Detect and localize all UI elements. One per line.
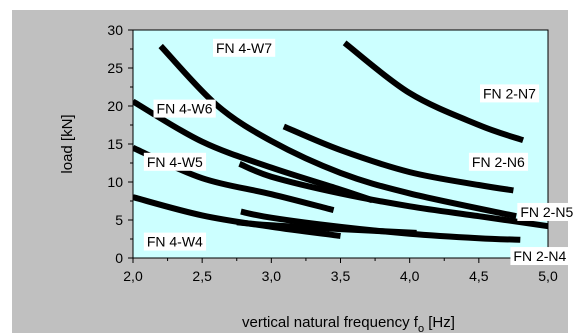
x-tick-label: 2,5 — [192, 268, 212, 284]
series-line-fn-2-n5 — [238, 161, 548, 230]
x-tick-label: 3,0 — [262, 268, 282, 284]
x-axis-label: vertical natural frequency fo [Hz] — [242, 314, 455, 333]
curve-label-text: FN 4-W6 — [157, 101, 213, 117]
curve-label-background — [143, 152, 207, 171]
series-line-fn-4-w4 — [133, 194, 341, 239]
curve-label-fn-4-w7: FN 4-W7 — [213, 38, 276, 57]
y-tick-label: 15 — [107, 136, 123, 152]
curve-label-background — [153, 99, 216, 118]
y-tick-label: 10 — [107, 174, 123, 190]
curve-label-text: FN 4-W4 — [147, 234, 203, 250]
series-line-fn-2-n7 — [342, 40, 525, 144]
y-tick-label: 20 — [107, 98, 123, 114]
curve-label-fn-2-n4: FN 2-N4 — [510, 247, 570, 266]
curve-label-text: FN 2-N6 — [472, 154, 525, 170]
curve-label-fn-4-w5: FN 4-W5 — [143, 152, 207, 171]
curve-label-text: FN 4-W7 — [216, 40, 272, 56]
y-tick-label: 30 — [107, 22, 123, 38]
x-tick-label: 5,0 — [538, 268, 558, 284]
curve-label-background — [510, 247, 570, 266]
x-tick-label: 3,5 — [331, 268, 351, 284]
curve-label-text: FN 4-W5 — [147, 154, 203, 170]
curve-label-fn-2-n7: FN 2-N7 — [479, 84, 540, 103]
curve-label-fn-4-w6: FN 4-W6 — [153, 99, 216, 118]
y-axis-label: load [kN] — [59, 114, 76, 173]
x-tick-label: 4,5 — [469, 268, 489, 284]
y-tick-label: 0 — [115, 250, 123, 266]
y-tick-label: 5 — [115, 212, 123, 228]
series-line-unlabeled — [236, 219, 417, 236]
curve-label-fn-4-w4: FN 4-W4 — [143, 232, 207, 251]
curve-label-text: FN 2-N4 — [513, 248, 566, 264]
y-tick-label: 25 — [107, 60, 123, 76]
curve-label-text: FN 2-N7 — [483, 85, 536, 101]
curve-label-background — [517, 202, 577, 221]
x-tick-label: 4,0 — [400, 268, 420, 284]
curve-label-background — [468, 152, 529, 171]
curve-label-background — [479, 84, 540, 103]
curve-label-fn-2-n5: FN 2-N5 — [517, 202, 577, 221]
curve-label-background — [213, 38, 276, 57]
x-tick-label: 2,0 — [123, 268, 143, 284]
curve-label-background — [143, 232, 207, 251]
curve-label-fn-2-n6: FN 2-N6 — [468, 152, 529, 171]
series-line-fn-2-n6 — [282, 123, 514, 194]
curve-label-text: FN 2-N5 — [520, 204, 573, 220]
